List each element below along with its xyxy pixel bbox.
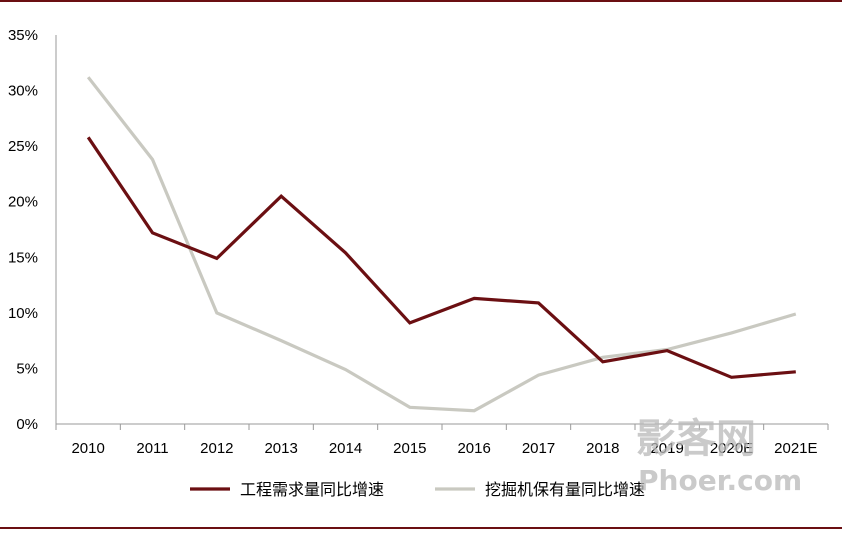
y-tick-label: 5%	[16, 360, 38, 377]
watermark-text-1: 影客网	[636, 416, 756, 462]
legend-label-2: 挖掘机保有量同比增速	[485, 481, 645, 499]
x-tick-label: 2018	[586, 440, 619, 457]
y-tick-label: 20%	[8, 194, 38, 211]
x-tick-label: 2012	[200, 440, 233, 457]
x-tick-label: 2015	[393, 440, 426, 457]
legend: 工程需求量同比增速 挖掘机保有量同比增速	[190, 481, 645, 499]
x-tick-label: 2017	[522, 440, 555, 457]
x-tick-label: 2014	[329, 440, 362, 457]
series-lines	[88, 77, 796, 411]
x-tick-label: 2010	[71, 440, 104, 457]
x-tick-label: 2016	[457, 440, 490, 457]
legend-label-1: 工程需求量同比增速	[240, 481, 384, 499]
x-tick-label: 2011	[136, 440, 168, 457]
x-tick-label: 2013	[264, 440, 297, 457]
y-tick-label: 15%	[8, 249, 38, 266]
y-tick-label: 30%	[8, 83, 38, 100]
x-tick-label: 2021E	[774, 440, 817, 457]
y-tick-label: 10%	[8, 305, 38, 322]
y-tick-label: 25%	[8, 138, 38, 155]
y-tick-labels: 0% 5% 10% 15% 20% 25% 30% 35%	[8, 27, 38, 433]
watermark-text-2: Phoer.com	[638, 464, 802, 497]
y-tick-label: 35%	[8, 27, 38, 44]
y-tick-label: 0%	[16, 416, 38, 433]
